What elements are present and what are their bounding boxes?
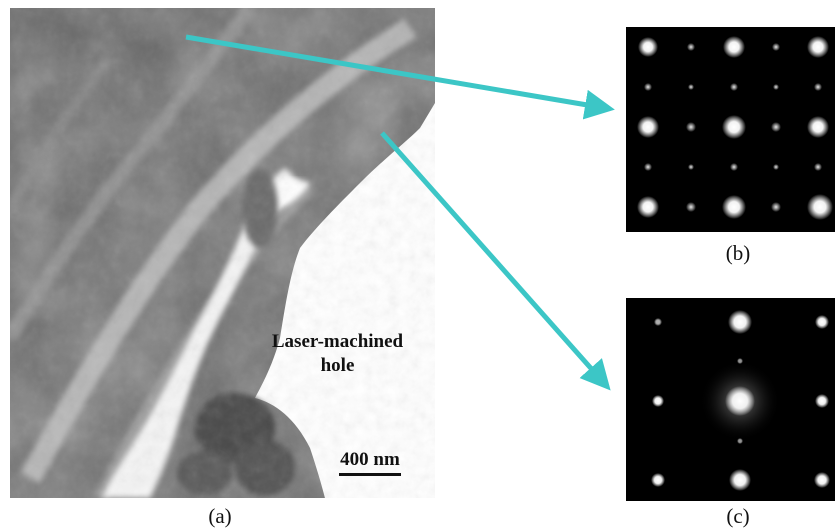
- tem-micrograph: [10, 8, 435, 498]
- spots-c: [651, 310, 830, 491]
- hole-label-line-2: hole: [320, 355, 355, 376]
- tem-image: [10, 8, 435, 498]
- caption-a: (a): [208, 504, 232, 528]
- arrow-to-c: [380, 131, 611, 391]
- caption-c: (c): [726, 504, 750, 528]
- diffraction-pattern-c: [626, 298, 835, 501]
- spots-b: [637, 36, 833, 220]
- hole-label-line-1: Laser-machined: [271, 331, 404, 352]
- diffraction-b-svg: [637, 36, 833, 220]
- arrow-to-b: [185, 34, 615, 120]
- scale-bar-label: 400 nm: [340, 449, 400, 470]
- diffraction-pattern-b: [626, 27, 835, 232]
- diffraction-c-svg: [651, 310, 830, 491]
- hole-label: Laser-machined hole: [250, 330, 425, 378]
- caption-b: (b): [725, 241, 751, 265]
- scale-bar: [339, 473, 401, 476]
